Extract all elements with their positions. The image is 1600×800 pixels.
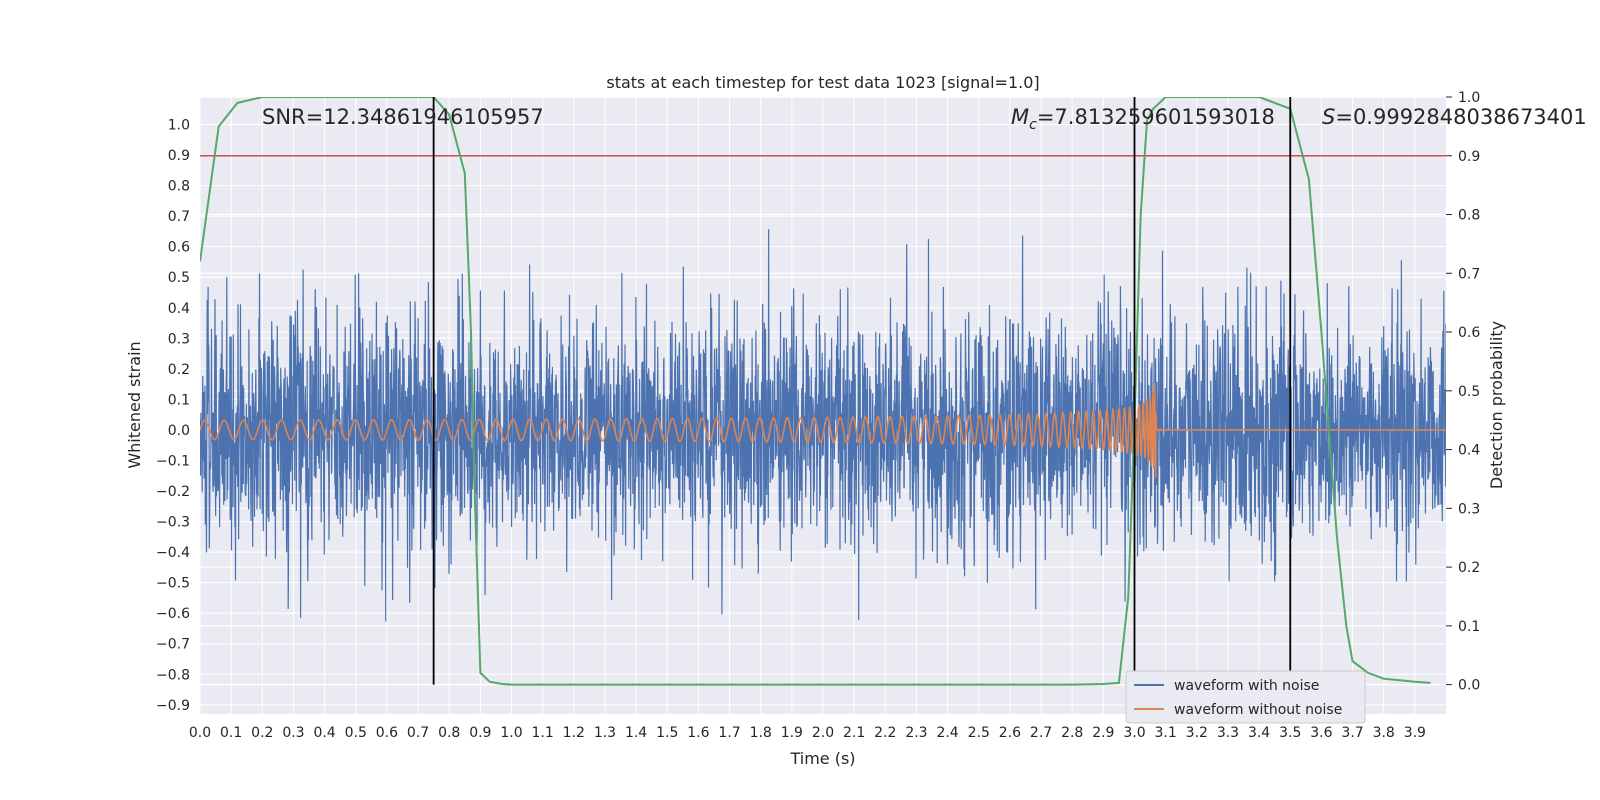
x-tick-label: 0.1 <box>220 725 242 741</box>
y-tick-label: 1.0 <box>168 117 190 133</box>
x-tick-label: 3.8 <box>1373 725 1395 741</box>
y-tick-label: −0.4 <box>156 545 190 561</box>
mc-value: =7.813259601593018 <box>1037 105 1275 129</box>
s-value: =0.9992848038673401 <box>1335 105 1586 129</box>
x-tick-label: 0.7 <box>407 725 429 741</box>
x-tick-label: 0.0 <box>189 725 211 741</box>
y-axis-ticks: 1.0 0.9 0.8 0.7 0.6 0.5 0.4 0.3 0.2 0.1 0.0 −0.1 −0.… <box>156 117 190 713</box>
mc-symbol: M <box>1011 105 1029 129</box>
x-tick-label: 1.3 <box>594 725 616 741</box>
x-tick-label: 0.4 <box>313 725 335 741</box>
x-tick-label: 1.6 <box>687 725 709 741</box>
x-tick-label: 2.3 <box>905 725 927 741</box>
y2-tick-label: 1.0 <box>1458 90 1480 106</box>
y2-tick-label: 0.2 <box>1458 560 1480 576</box>
y-tick-label: 0.5 <box>168 270 190 286</box>
y-tick-label: 0.2 <box>168 362 190 378</box>
x-tick-label: 0.3 <box>282 725 304 741</box>
x-tick-label: 1.0 <box>500 725 522 741</box>
y2-tick-label: 0.7 <box>1458 266 1480 282</box>
y-tick-label: 0.7 <box>168 209 190 225</box>
y-tick-label: −0.1 <box>156 453 190 469</box>
x-tick-label: 3.9 <box>1404 725 1426 741</box>
mc-subscript: c <box>1029 117 1037 133</box>
x-tick-label: 1.9 <box>781 725 803 741</box>
x-tick-label: 0.9 <box>469 725 491 741</box>
y-tick-label: −0.9 <box>156 698 190 714</box>
y-tick-label: 0.1 <box>168 392 190 408</box>
x-tick-label: 2.6 <box>999 725 1021 741</box>
x-axis-ticks: 0.0 0.1 0.2 0.3 0.4 0.5 0.6 0.7 0.8 0.9 1.0 1.1 1.2 1… <box>189 725 1426 741</box>
x-tick-label: 2.5 <box>968 725 990 741</box>
x-tick-label: 2.7 <box>1030 725 1052 741</box>
chirp-mass-annotation: Mc=7.813259601593018 <box>1011 105 1275 133</box>
legend-box <box>1125 670 1366 724</box>
y-tick-label: 0.9 <box>168 148 190 164</box>
x-tick-label: 1.5 <box>656 725 678 741</box>
y2-tick-label: 0.9 <box>1458 149 1480 165</box>
series-waveform-with-noise <box>200 229 1446 622</box>
probability-line <box>200 97 1431 686</box>
y2-tick-label: 0.5 <box>1458 384 1480 400</box>
x-tick-label: 2.8 <box>1061 725 1083 741</box>
y-tick-label: −0.3 <box>156 515 190 531</box>
chart-title: stats at each timestep for test data 102… <box>606 73 1039 92</box>
y-tick-label: 0.6 <box>168 240 190 256</box>
s-symbol: S <box>1322 105 1335 129</box>
x-tick-label: 0.2 <box>251 725 273 741</box>
legend-label-clean: waveform without noise <box>1174 702 1342 718</box>
y2-tick-label: 0.8 <box>1458 208 1480 224</box>
x-tick-label: 3.3 <box>1217 725 1239 741</box>
y2-tick-label: 0.4 <box>1458 443 1480 459</box>
noise-line <box>200 229 1446 622</box>
x-tick-label: 0.6 <box>376 725 398 741</box>
y-tick-label: −0.5 <box>156 576 190 592</box>
x-tick-label: 2.0 <box>812 725 834 741</box>
y-tick-label: −0.7 <box>156 637 190 653</box>
y2-tick-label: 0.6 <box>1458 325 1480 341</box>
x-tick-label: 2.4 <box>936 725 958 741</box>
x-tick-label: 0.8 <box>438 725 460 741</box>
y-tick-label: −0.2 <box>156 484 190 500</box>
s-annotation: S=0.9992848038673401 <box>1322 105 1587 129</box>
y-tick-label: 0.8 <box>168 179 190 195</box>
snr-annotation: SNR=12.34861946105957 <box>262 105 544 129</box>
series-detection-probability <box>200 97 1431 686</box>
x-tick-label: 1.7 <box>718 725 740 741</box>
y-tick-label: −0.8 <box>156 667 190 683</box>
legend-label-noise: waveform with noise <box>1174 678 1319 694</box>
x-tick-label: 0.5 <box>345 725 367 741</box>
series-waveform-without-noise <box>200 383 1446 479</box>
x-tick-label: 2.2 <box>874 725 896 741</box>
x-tick-label: 1.4 <box>625 725 647 741</box>
x-tick-label: 2.9 <box>1092 725 1114 741</box>
x-tick-label: 3.5 <box>1279 725 1301 741</box>
y-axis-label: Whitened strain <box>125 341 144 468</box>
y-tick-label: 0.3 <box>168 331 190 347</box>
y-tick-label: −0.6 <box>156 606 190 622</box>
x-tick-label: 3.6 <box>1310 725 1332 741</box>
y-tick-label: 0.4 <box>168 301 190 317</box>
y2-axis-ticks: 1.0 0.9 0.8 0.7 0.6 0.5 0.4 0.3 0.2 0.1 0.0 <box>1446 90 1480 694</box>
chirp-line <box>200 383 1446 479</box>
legend: waveform with noise waveform without noi… <box>1125 670 1366 724</box>
y2-axis-label: Detection probability <box>1487 321 1506 489</box>
x-tick-label: 3.7 <box>1341 725 1363 741</box>
x-tick-label: 3.4 <box>1248 725 1270 741</box>
x-tick-label: 2.1 <box>843 725 865 741</box>
x-tick-label: 3.0 <box>1123 725 1145 741</box>
x-axis-label: Time (s) <box>789 749 855 768</box>
x-tick-label: 3.2 <box>1186 725 1208 741</box>
y2-tick-label: 0.0 <box>1458 678 1480 694</box>
x-tick-label: 3.1 <box>1155 725 1177 741</box>
x-tick-label: 1.1 <box>532 725 554 741</box>
x-tick-label: 1.8 <box>750 725 772 741</box>
y2-tick-label: 0.3 <box>1458 501 1480 517</box>
y2-tick-label: 0.1 <box>1458 619 1480 635</box>
y-tick-label: 0.0 <box>168 423 190 439</box>
vertical-markers <box>432 97 1292 685</box>
x-tick-label: 1.2 <box>563 725 585 741</box>
